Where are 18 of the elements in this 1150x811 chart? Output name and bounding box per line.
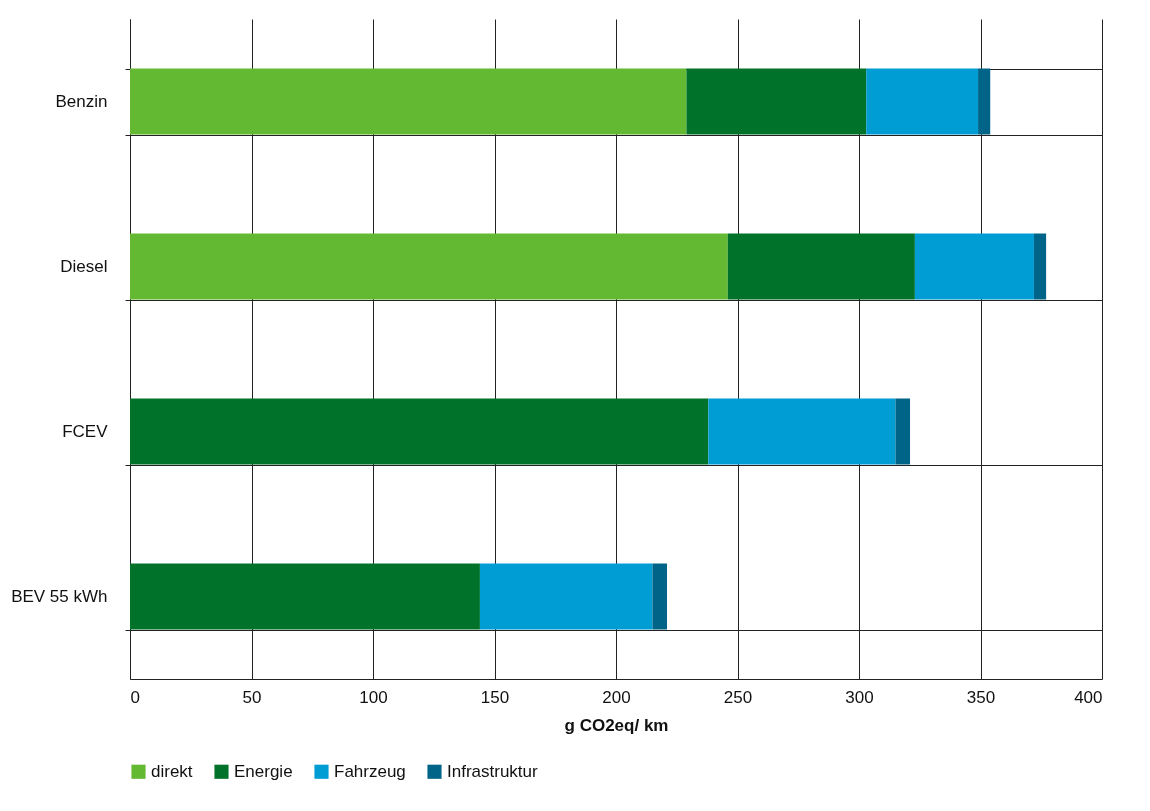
legend-label: Infrastruktur	[447, 761, 539, 781]
y-tick-label: Benzin	[55, 92, 108, 111]
x-tick-label: 50	[242, 687, 262, 707]
legend-label: Energie	[234, 761, 293, 781]
x-tick-label: 100	[359, 687, 388, 707]
y-tick-label: Diesel	[60, 257, 108, 276]
x-tick-label: 0	[130, 687, 140, 707]
x-tick-label: 400	[1074, 687, 1103, 707]
x-axis-title: g CO2eq/ km	[564, 715, 669, 735]
x-tick-label: 200	[602, 687, 631, 707]
y-tick-label: FCEV	[62, 422, 109, 441]
x-tick-label: 300	[845, 687, 874, 707]
x-tick-label: 250	[723, 687, 753, 707]
y-tick-label: BEV 55 kWh	[11, 587, 108, 606]
x-tick-label: 150	[480, 687, 510, 707]
legend-label: direkt	[151, 761, 193, 781]
x-tick-label: 350	[966, 687, 996, 707]
legend-label: Fahrzeug	[334, 761, 406, 781]
